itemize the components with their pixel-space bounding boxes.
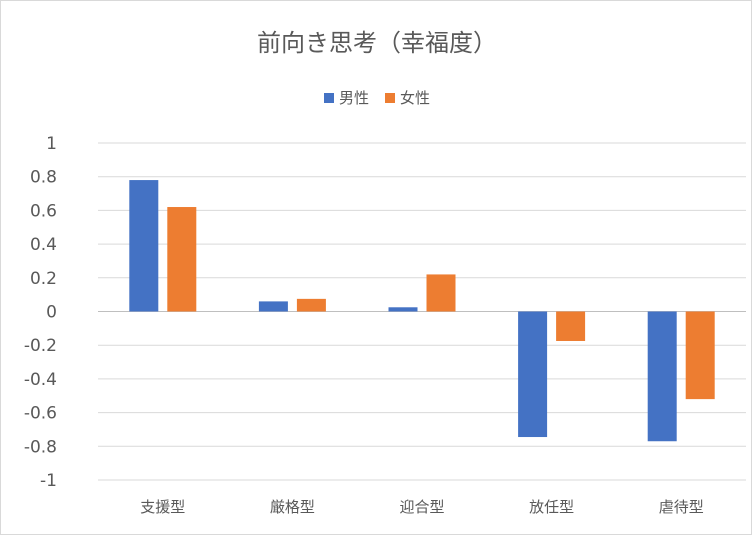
bar-male-4 <box>647 311 677 442</box>
legend-label-male: 男性 <box>338 89 369 107</box>
bar-female-2 <box>426 274 456 312</box>
y-tick-label: -0.4 <box>24 370 57 390</box>
y-tick-label: -1 <box>40 471 57 491</box>
bars <box>129 180 715 442</box>
legend-swatch-female <box>385 92 395 103</box>
legend-label-female: 女性 <box>400 89 431 107</box>
x-tick-label: 放任型 <box>529 498 574 516</box>
bar-male-3 <box>518 311 548 438</box>
x-tick-label: 虐待型 <box>659 498 704 516</box>
y-tick-label: 0.8 <box>30 168 57 188</box>
chart-title: 前向き思考（幸福度） <box>257 29 497 57</box>
x-tick-label: 厳格型 <box>270 498 315 516</box>
x-tick-label: 支援型 <box>140 498 185 516</box>
gridlines <box>98 142 746 481</box>
y-tick-label: -0.2 <box>24 336 57 356</box>
legend-swatch-male <box>323 92 334 103</box>
y-tick-label: 1 <box>46 134 57 154</box>
y-tick-label: 0.2 <box>30 269 57 289</box>
y-tick-label: 0 <box>46 303 57 323</box>
bar-female-3 <box>556 311 586 341</box>
bar-male-2 <box>388 307 418 312</box>
y-tick-label: 0.4 <box>30 235 57 255</box>
y-tick-label: -0.8 <box>24 437 57 457</box>
y-tick-label: 0.6 <box>30 201 57 221</box>
x-axis: 支援型 厳格型 迎合型 放任型 虐待型 <box>140 498 703 516</box>
chart-legend: 男性 女性 <box>1 87 752 108</box>
bar-male-1 <box>258 301 288 312</box>
x-tick-label: 迎合型 <box>399 498 444 516</box>
y-axis: 1 0.8 0.6 0.4 0.2 0 -0.2 -0.4 -0.6 -0.8 -1 <box>24 134 57 491</box>
bar-female-1 <box>296 298 326 312</box>
legend-item-male: 男性 <box>323 87 369 108</box>
y-tick-label: -0.6 <box>24 404 57 424</box>
bar-female-0 <box>167 207 197 312</box>
bar-female-4 <box>685 311 715 400</box>
legend-item-female: 女性 <box>385 87 430 108</box>
bar-male-0 <box>129 180 159 312</box>
